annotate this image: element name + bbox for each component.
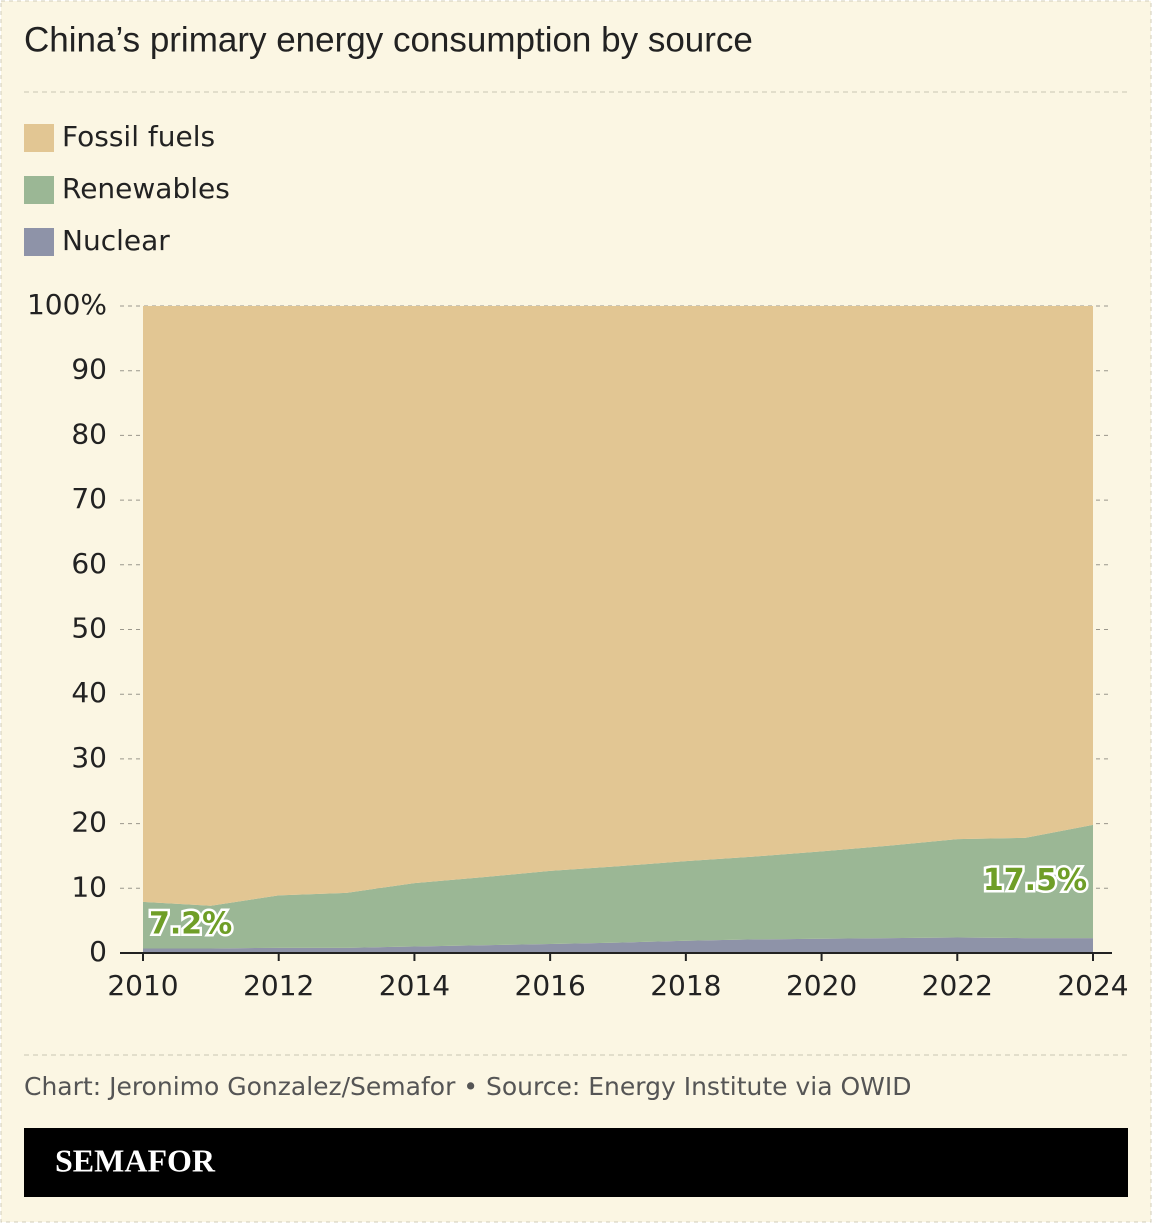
y-tick-label: 30: [71, 741, 107, 774]
x-tick-label: 2018: [650, 969, 721, 1002]
brand: SEMAFOR: [55, 1142, 216, 1178]
area: [143, 306, 1093, 906]
legend-label: Renewables: [62, 172, 230, 205]
x-tick-label: 2012: [243, 969, 314, 1002]
y-tick-label: 50: [71, 612, 107, 645]
x-tick-label: 2022: [922, 969, 993, 1002]
value-label: 7.2%: [149, 907, 232, 942]
x-tick-label: 2016: [515, 969, 586, 1002]
legend-swatch: [24, 124, 54, 152]
y-tick-label: 0: [89, 935, 107, 968]
value-label: 17.5%: [983, 863, 1087, 898]
chart-title: China’s primary energy consumption by so…: [24, 20, 753, 59]
y-tick-label: 70: [71, 482, 107, 515]
y-tick-label: 10: [71, 870, 107, 903]
x-tick-label: 2014: [379, 969, 450, 1002]
area: [143, 824, 1093, 949]
legend-label: Fossil fuels: [62, 120, 215, 153]
y-tick-label: 40: [71, 676, 107, 709]
x-tick-label: 2024: [1057, 969, 1128, 1002]
brand-bar: [24, 1128, 1128, 1197]
area: [143, 937, 1093, 953]
legend-swatch: [24, 176, 54, 204]
x-tick-label: 2010: [107, 969, 178, 1002]
y-tick-label: 90: [71, 353, 107, 386]
x-tick-label: 2020: [786, 969, 857, 1002]
legend-label: Nuclear: [62, 224, 170, 257]
legend-swatch: [24, 228, 54, 256]
y-tick-label: 60: [71, 547, 107, 580]
source-note: Chart: Jeronimo Gonzalez/Semafor • Sourc…: [24, 1072, 912, 1101]
y-tick-label: 100%: [27, 288, 107, 321]
y-tick-label: 80: [71, 417, 107, 450]
y-tick-label: 20: [71, 806, 107, 839]
